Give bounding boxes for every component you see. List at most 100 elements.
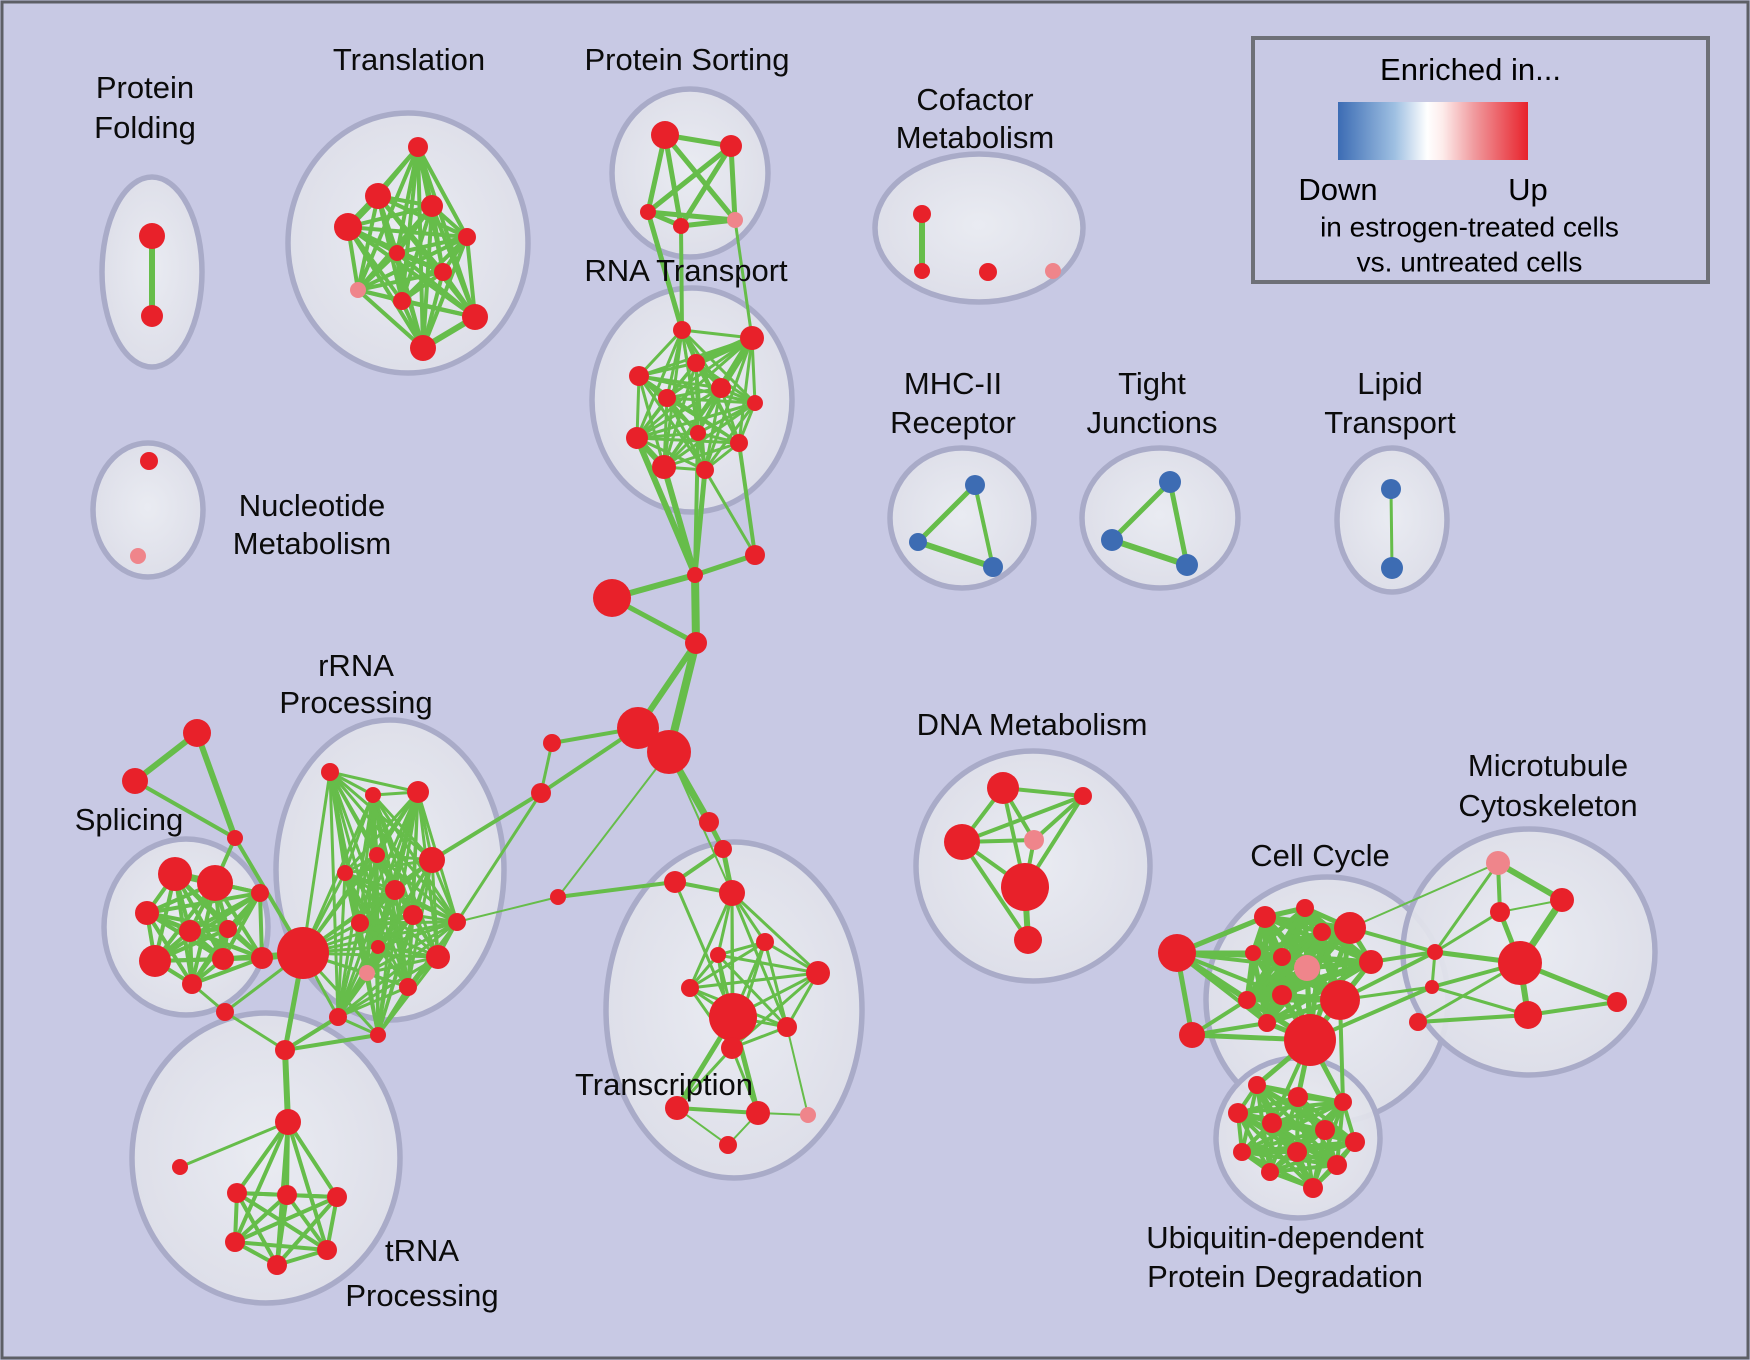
edge [1495,860,1565,903]
edge [691,571,700,647]
node-sp7 [182,974,202,994]
edge [133,779,237,840]
edge [673,880,735,1019]
edge [915,482,978,545]
node-tj2 [1101,529,1123,551]
legend-up-label: Up [1508,172,1548,207]
node-cc11 [1359,950,1383,974]
edge [233,1195,339,1244]
node-cm1 [913,205,931,223]
node-mt1 [1550,888,1574,912]
edge [343,858,434,875]
cluster-label-rna-transport: RNA Transport [584,253,788,288]
node-rr10 [371,940,385,954]
node-ch5 [699,812,719,832]
cluster-label-lipid-transport: Transport [1324,405,1456,440]
edge [336,920,459,1019]
node-rrhub [277,927,329,979]
edge [678,217,738,229]
cluster-label-mhc-ii-receptor: Receptor [890,405,1016,440]
cluster-label-transcription: Transcription [575,1067,753,1102]
node-mj3 [1409,1013,1427,1031]
edge [365,971,380,1037]
node-rr16 [448,913,466,931]
edge [376,913,415,1037]
node-tc4 [710,947,726,963]
cluster-label-dna-metabolism: DNA Metabolism [917,707,1148,742]
node-sp5 [219,920,237,938]
legend: Enriched in... Down Up in estrogen-treated … [1251,36,1710,284]
node-rt6 [711,378,731,398]
edge [235,1191,279,1267]
edge [346,225,469,239]
edge [716,953,820,975]
node-tn2 [227,1183,247,1203]
edge [1389,487,1394,570]
node-cc7 [1238,991,1256,1009]
node-ps4 [673,218,689,234]
node-sp6 [139,945,171,977]
node-rt8 [690,425,706,441]
node-sp10 [251,884,269,902]
edge [556,880,677,899]
edge [356,270,445,292]
node-cc5 [1245,945,1261,961]
node-sp4 [179,920,201,942]
node-tc7 [709,993,757,1041]
cluster-ellipse-nucleotide-metabolism [90,440,206,580]
edge [662,132,684,229]
edge [703,401,757,472]
node-pf2 [141,305,163,327]
node-rr8 [351,914,369,932]
edge [662,441,741,469]
edge [737,441,757,557]
edge [395,251,477,319]
node-ch3 [593,579,631,617]
node-ccBL [1179,1022,1205,1048]
edge [728,143,738,223]
edge [1526,1000,1619,1017]
node-sp1 [158,857,192,891]
node-tc8 [777,1017,797,1037]
edge [645,209,738,223]
edge [178,1120,290,1169]
edge [221,891,262,961]
edge [675,1106,760,1115]
node-hub2 [647,730,691,774]
node-x3 [227,830,243,846]
node-ub2 [1288,1087,1308,1107]
edge [737,336,754,445]
edge [465,235,477,319]
node-rr12 [399,978,417,996]
cluster-label-splicing: Splicing [75,802,184,837]
node-t7 [434,263,452,281]
edge [194,730,238,841]
edge [223,1010,287,1052]
node-rt7 [747,395,763,411]
node-mtP [1486,851,1510,875]
edge [915,539,996,570]
edge [430,204,477,319]
node-cc8 [1272,985,1292,1005]
node-t9 [393,292,411,310]
node-ps3 [640,204,656,220]
node-tn7 [317,1240,337,1260]
edge [637,374,707,472]
node-pf1 [139,223,165,249]
node-cc3 [1334,912,1366,944]
node-rr1 [321,763,339,781]
edge [973,483,995,569]
edge [1264,959,1374,1026]
edge [283,1015,340,1052]
node-rt11 [652,455,676,479]
edge [635,386,723,440]
node-tn8 [216,1003,234,1021]
node-cm4 [1045,263,1061,279]
node-rt10 [730,434,748,452]
node-mtB [1498,941,1542,985]
cluster-ellipse-cofactor-metabolism [872,151,1086,305]
edge [661,464,698,578]
cluster-label-protein-folding: Folding [94,110,196,145]
